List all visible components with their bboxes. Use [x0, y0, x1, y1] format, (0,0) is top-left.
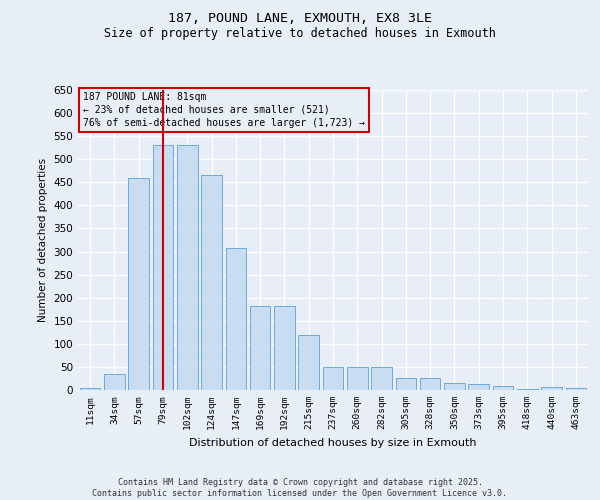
Bar — [250, 306, 271, 390]
Bar — [274, 306, 295, 390]
Bar — [493, 386, 514, 390]
Text: 187 POUND LANE: 81sqm
← 23% of detached houses are smaller (521)
76% of semi-det: 187 POUND LANE: 81sqm ← 23% of detached … — [83, 92, 365, 128]
Bar — [517, 388, 538, 390]
Bar — [226, 248, 246, 390]
Bar — [444, 383, 465, 390]
X-axis label: Distribution of detached houses by size in Exmouth: Distribution of detached houses by size … — [189, 438, 477, 448]
Bar — [323, 367, 343, 390]
Text: Contains HM Land Registry data © Crown copyright and database right 2025.
Contai: Contains HM Land Registry data © Crown c… — [92, 478, 508, 498]
Bar — [371, 367, 392, 390]
Bar — [469, 384, 489, 390]
Bar — [347, 367, 368, 390]
Bar — [80, 388, 100, 390]
Bar — [177, 146, 197, 390]
Bar — [541, 387, 562, 390]
Bar — [298, 334, 319, 390]
Text: 187, POUND LANE, EXMOUTH, EX8 3LE: 187, POUND LANE, EXMOUTH, EX8 3LE — [168, 12, 432, 26]
Bar — [128, 178, 149, 390]
Y-axis label: Number of detached properties: Number of detached properties — [38, 158, 48, 322]
Bar — [152, 146, 173, 390]
Bar — [104, 374, 125, 390]
Text: Size of property relative to detached houses in Exmouth: Size of property relative to detached ho… — [104, 28, 496, 40]
Bar — [201, 176, 222, 390]
Bar — [395, 378, 416, 390]
Bar — [420, 378, 440, 390]
Bar — [566, 388, 586, 390]
